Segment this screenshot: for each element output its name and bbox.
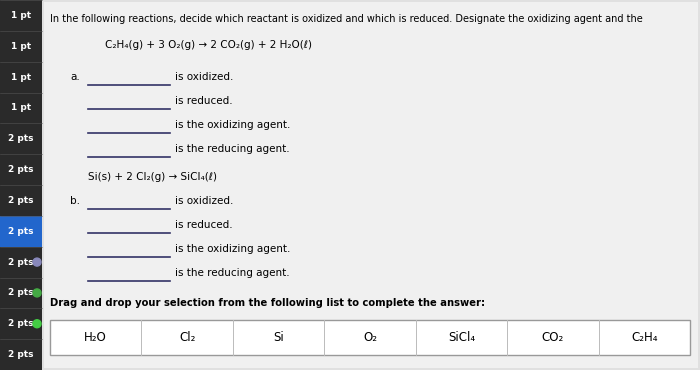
Text: Cl₂: Cl₂	[179, 331, 195, 344]
Bar	[0, 339, 42, 370]
Text: 1 pt: 1 pt	[11, 73, 31, 81]
Text: 1 pt: 1 pt	[11, 42, 31, 51]
Circle shape	[33, 320, 41, 328]
Text: 1 pt: 1 pt	[11, 104, 31, 112]
Text: is reduced.: is reduced.	[175, 96, 232, 106]
Bar	[0, 247, 42, 278]
Bar	[0, 278, 42, 308]
Circle shape	[33, 289, 41, 297]
Bar	[0, 216, 42, 247]
Text: a.: a.	[70, 72, 80, 82]
Text: CO₂: CO₂	[542, 331, 564, 344]
Text: Si(s) + 2 Cl₂(g) → SiCl₄(ℓ): Si(s) + 2 Cl₂(g) → SiCl₄(ℓ)	[88, 172, 217, 182]
Text: C₂H₄(g) + 3 O₂(g) → 2 CO₂(g) + 2 H₂O(ℓ): C₂H₄(g) + 3 O₂(g) → 2 CO₂(g) + 2 H₂O(ℓ)	[105, 40, 312, 50]
Text: H₂O: H₂O	[84, 331, 107, 344]
Text: Si: Si	[273, 331, 284, 344]
Text: 1 pt: 1 pt	[11, 11, 31, 20]
Text: is the oxidizing agent.: is the oxidizing agent.	[175, 120, 290, 130]
Bar	[0, 123, 42, 154]
Text: is oxidized.: is oxidized.	[175, 196, 233, 206]
Bar	[0, 62, 42, 92]
Text: 2 pts: 2 pts	[8, 165, 34, 174]
Text: is the oxidizing agent.: is the oxidizing agent.	[175, 244, 290, 254]
Bar	[0, 308, 42, 339]
Text: 2 pts: 2 pts	[8, 196, 34, 205]
Text: C₂H₄: C₂H₄	[631, 331, 657, 344]
Text: is the reducing agent.: is the reducing agent.	[175, 268, 290, 278]
Circle shape	[33, 258, 41, 266]
Text: In the following reactions, decide which reactant is oxidized and which is reduc: In the following reactions, decide which…	[50, 14, 643, 24]
Text: 2 pts: 2 pts	[8, 227, 34, 236]
Bar	[0, 154, 42, 185]
Bar	[0, 185, 42, 216]
Text: is oxidized.: is oxidized.	[175, 72, 233, 82]
Text: b.: b.	[70, 196, 80, 206]
Text: is the reducing agent.: is the reducing agent.	[175, 144, 290, 154]
Text: SiCl₄: SiCl₄	[448, 331, 475, 344]
Text: O₂: O₂	[363, 331, 377, 344]
Bar	[0, 0, 42, 31]
Bar	[0, 31, 42, 62]
Text: 2 pts: 2 pts	[8, 134, 34, 143]
Text: Drag and drop your selection from the following list to complete the answer:: Drag and drop your selection from the fo…	[50, 298, 485, 308]
Text: 2 pts: 2 pts	[8, 350, 34, 359]
Bar	[0, 92, 42, 123]
Bar	[50, 320, 690, 355]
Text: is reduced.: is reduced.	[175, 220, 232, 230]
Text: 2 pts: 2 pts	[8, 319, 34, 328]
Text: 2 pts: 2 pts	[8, 289, 34, 297]
Text: 2 pts: 2 pts	[8, 258, 34, 266]
